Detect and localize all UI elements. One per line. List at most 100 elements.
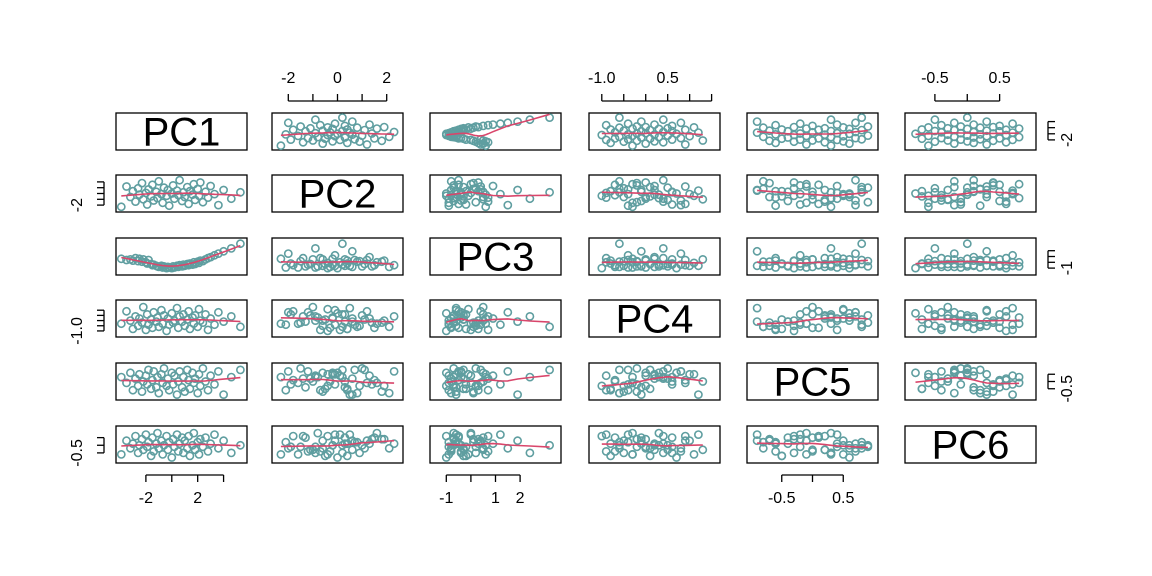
data-point <box>632 122 642 131</box>
data-point <box>195 178 205 187</box>
data-point <box>471 363 481 373</box>
data-point <box>851 175 860 185</box>
data-point <box>446 446 456 456</box>
data-point <box>802 140 811 149</box>
data-point <box>930 126 940 136</box>
data-point <box>1014 179 1024 189</box>
smooth-line <box>757 129 868 136</box>
data-point <box>206 371 215 381</box>
data-point <box>198 363 208 373</box>
data-point <box>628 141 637 151</box>
data-point <box>235 187 245 197</box>
data-point <box>481 202 491 212</box>
data-point <box>680 436 690 446</box>
data-point <box>473 434 483 444</box>
panel-frame <box>904 174 1037 213</box>
tick-label: 2 <box>382 70 391 87</box>
data-point <box>305 374 315 383</box>
data-point <box>795 430 805 439</box>
data-point <box>808 323 817 333</box>
panel-PC5-PC6 <box>904 362 1037 401</box>
data-point <box>310 316 320 325</box>
data-point <box>337 365 347 375</box>
smooth-line <box>601 131 703 136</box>
data-point <box>771 253 780 263</box>
data-point <box>293 449 303 459</box>
panel-frame <box>746 237 879 276</box>
right-axis-PC3: -1 <box>1047 250 1076 275</box>
data-point <box>615 123 624 133</box>
data-point <box>122 182 131 191</box>
data-point <box>949 249 959 258</box>
data-point <box>545 365 554 375</box>
data-point <box>525 448 535 458</box>
data-point <box>650 439 659 449</box>
data-point <box>379 122 389 132</box>
data-point <box>937 325 946 335</box>
data-point <box>513 436 522 446</box>
data-point <box>636 390 646 399</box>
data-point <box>982 390 992 399</box>
data-point <box>808 309 817 319</box>
data-point <box>632 256 642 266</box>
data-point <box>685 131 694 141</box>
panel-PC6-PC6: PC6 <box>904 424 1037 468</box>
data-point <box>193 388 203 398</box>
data-point <box>463 304 473 314</box>
data-point <box>198 442 208 452</box>
data-point <box>288 125 298 135</box>
diagonal-label: PC6 <box>932 424 1010 468</box>
data-point <box>962 322 972 332</box>
panel-PC1-PC2 <box>271 112 404 151</box>
panel-PC2-PC4 <box>588 174 721 213</box>
data-point <box>365 252 374 262</box>
data-point <box>288 431 298 441</box>
tick-label: -0.5 <box>1059 375 1076 403</box>
data-point <box>641 371 651 381</box>
data-point <box>478 445 488 455</box>
panel-frame <box>746 112 879 151</box>
data-point <box>444 442 454 452</box>
data-point <box>789 448 799 458</box>
data-point <box>641 178 651 187</box>
smooth-line <box>446 191 550 198</box>
data-point <box>663 123 673 133</box>
panel-PC5-PC4 <box>588 362 721 401</box>
data-point <box>189 428 199 438</box>
data-point <box>783 317 793 326</box>
data-point <box>615 262 624 272</box>
data-point <box>995 121 1004 131</box>
data-point <box>838 449 848 459</box>
data-point <box>820 123 830 133</box>
data-point <box>969 252 979 262</box>
panel-PC2-PC3 <box>429 174 562 213</box>
smooth-line <box>280 131 395 137</box>
data-point <box>658 137 668 147</box>
data-point <box>771 201 780 211</box>
data-point <box>337 126 347 136</box>
data-point <box>495 430 505 439</box>
data-point <box>623 430 633 439</box>
data-point <box>347 130 357 140</box>
data-point <box>164 385 174 395</box>
points <box>752 428 873 462</box>
data-point <box>367 379 377 389</box>
data-point <box>318 436 328 446</box>
data-point <box>352 123 362 133</box>
data-point <box>276 449 286 459</box>
data-point <box>330 250 340 260</box>
data-point <box>663 195 673 205</box>
data-point <box>857 113 867 122</box>
data-point <box>384 322 394 332</box>
panel-PC6-PC5 <box>746 425 879 464</box>
data-point <box>650 252 659 262</box>
data-point <box>463 369 473 379</box>
data-point <box>350 134 360 144</box>
data-point <box>641 122 651 132</box>
data-point <box>301 433 310 442</box>
panel-frame <box>429 112 562 151</box>
data-point <box>195 381 205 391</box>
data-point <box>636 117 646 126</box>
points <box>597 239 708 273</box>
data-point <box>641 139 651 148</box>
